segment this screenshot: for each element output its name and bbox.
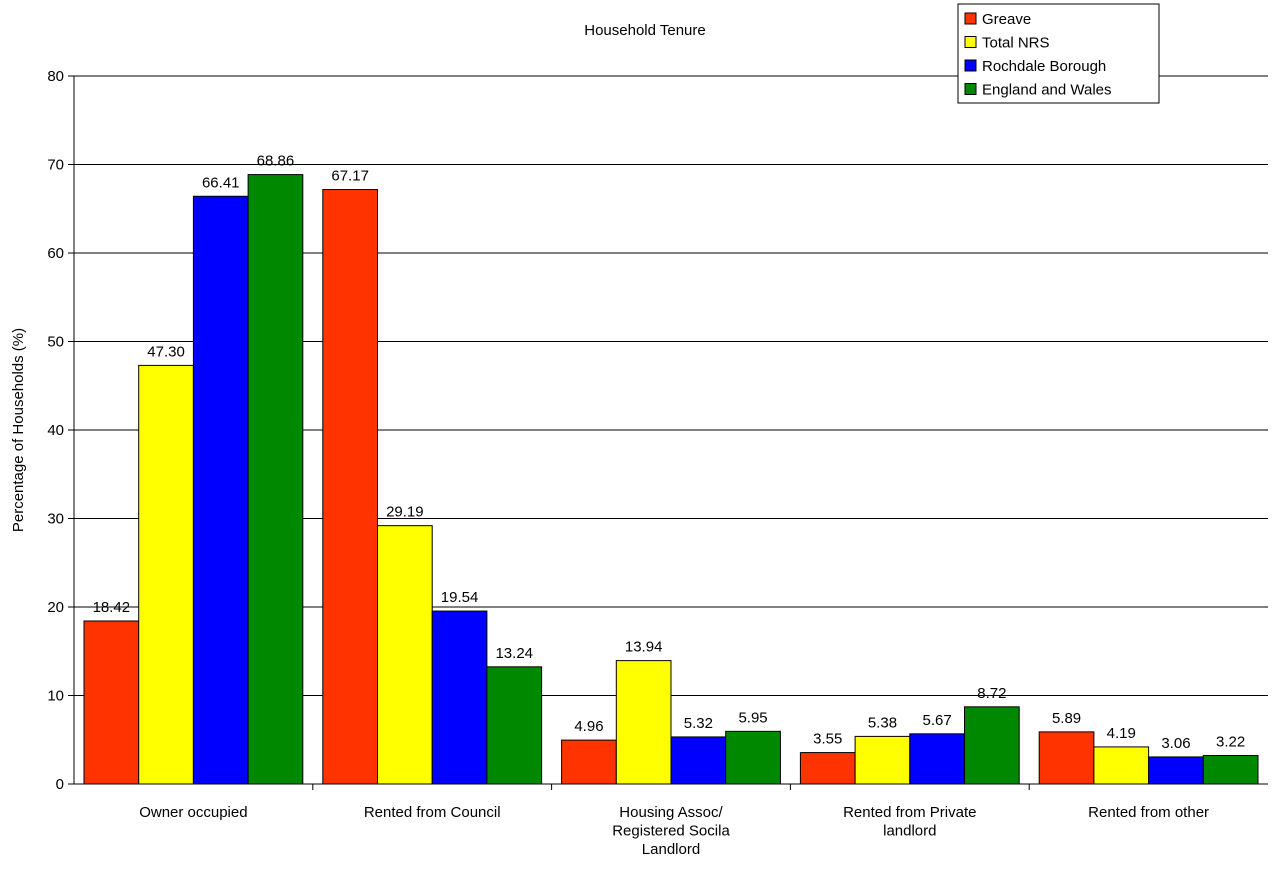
legend-swatch xyxy=(964,12,977,25)
y-tick-label: 40 xyxy=(47,422,64,439)
data-label: 13.24 xyxy=(495,645,533,662)
bar-rochdale-borough xyxy=(431,610,488,785)
y-axis-title: Percentage of Households (%) xyxy=(10,328,27,532)
legend-box xyxy=(957,3,1160,104)
x-tick-label: Rented from other xyxy=(1088,804,1209,821)
bar-total-nrs xyxy=(615,660,672,785)
bar-england-and-wales xyxy=(247,174,304,785)
y-tick-label: 60 xyxy=(47,245,64,262)
bars xyxy=(83,174,1259,785)
x-tick-label: Housing Assoc/Registered Socila Landlord xyxy=(612,804,730,858)
y-tick-label: 50 xyxy=(47,334,64,351)
data-label: 4.96 xyxy=(574,718,603,735)
data-label: 3.22 xyxy=(1216,734,1245,751)
data-label: 5.89 xyxy=(1052,710,1081,727)
bar-total-nrs xyxy=(1093,746,1150,785)
data-label: 18.42 xyxy=(93,599,131,616)
legend-label: England and Wales xyxy=(982,82,1112,99)
data-labels: 18.42 47.30 66.41 68.86 67.17 29.19 19.54 13.24… xyxy=(93,153,1246,752)
y-tick-label: 20 xyxy=(47,599,64,616)
x-tick-label: Rented from Council xyxy=(364,804,501,821)
y-tick-label: 10 xyxy=(47,688,64,705)
data-label: 66.41 xyxy=(202,174,240,191)
bar-total-nrs xyxy=(377,525,433,785)
x-tick-label: Owner occupied xyxy=(139,804,247,821)
data-label: 5.32 xyxy=(684,715,713,732)
bar-greave xyxy=(1038,731,1095,785)
data-label: 47.30 xyxy=(147,343,185,360)
legend-label: Rochdale Borough xyxy=(982,58,1106,75)
bar-england-and-wales xyxy=(486,666,543,785)
legend-swatch xyxy=(964,36,977,48)
bar-rochdale-borough xyxy=(909,733,965,785)
bar-england-and-wales xyxy=(1202,755,1259,785)
data-label: 5.95 xyxy=(738,709,767,726)
bar-england-and-wales xyxy=(725,730,781,785)
legend-label: Total NRS xyxy=(982,35,1050,52)
bar-total-nrs xyxy=(854,735,911,785)
y-tick-label: 0 xyxy=(56,776,64,793)
bar-total-nrs xyxy=(138,364,194,785)
y-tick-label: 80 xyxy=(47,68,64,85)
bar-greave xyxy=(799,752,856,785)
bar-england-and-wales xyxy=(964,706,1020,785)
data-label: 3.06 xyxy=(1161,735,1190,752)
bar-greave xyxy=(561,739,617,785)
data-label: 19.54 xyxy=(441,589,479,606)
data-label: 5.67 xyxy=(923,712,952,729)
data-label: 4.19 xyxy=(1107,725,1136,742)
bar-rochdale-borough xyxy=(192,195,249,785)
bar-rochdale-borough xyxy=(670,736,727,785)
legend-swatch xyxy=(964,83,977,95)
data-label: 29.19 xyxy=(386,504,424,521)
legend-swatch xyxy=(964,59,977,72)
bar-greave xyxy=(83,620,140,785)
bar-greave xyxy=(322,189,378,785)
data-label: 3.55 xyxy=(813,731,842,748)
data-label: 13.94 xyxy=(625,639,663,656)
data-label: 8.72 xyxy=(977,685,1006,702)
legend: Greave Total NRS Rochdale Borough England a… xyxy=(957,3,1160,104)
data-label: 5.38 xyxy=(868,714,897,731)
chart-title: Household Tenure xyxy=(584,22,705,39)
y-tick-label: 30 xyxy=(47,511,64,528)
axes: 0 10 20 30 40 50 60 70 80 Owner occupied Rented fr… xyxy=(47,68,1268,858)
y-tick-label: 70 xyxy=(47,157,64,174)
data-label: 67.17 xyxy=(331,168,369,185)
x-tick-label: Rented from Private landlord xyxy=(843,804,976,840)
legend-label: Greave xyxy=(982,11,1031,28)
bar-rochdale-borough xyxy=(1148,756,1204,785)
data-label: 68.86 xyxy=(257,153,295,170)
